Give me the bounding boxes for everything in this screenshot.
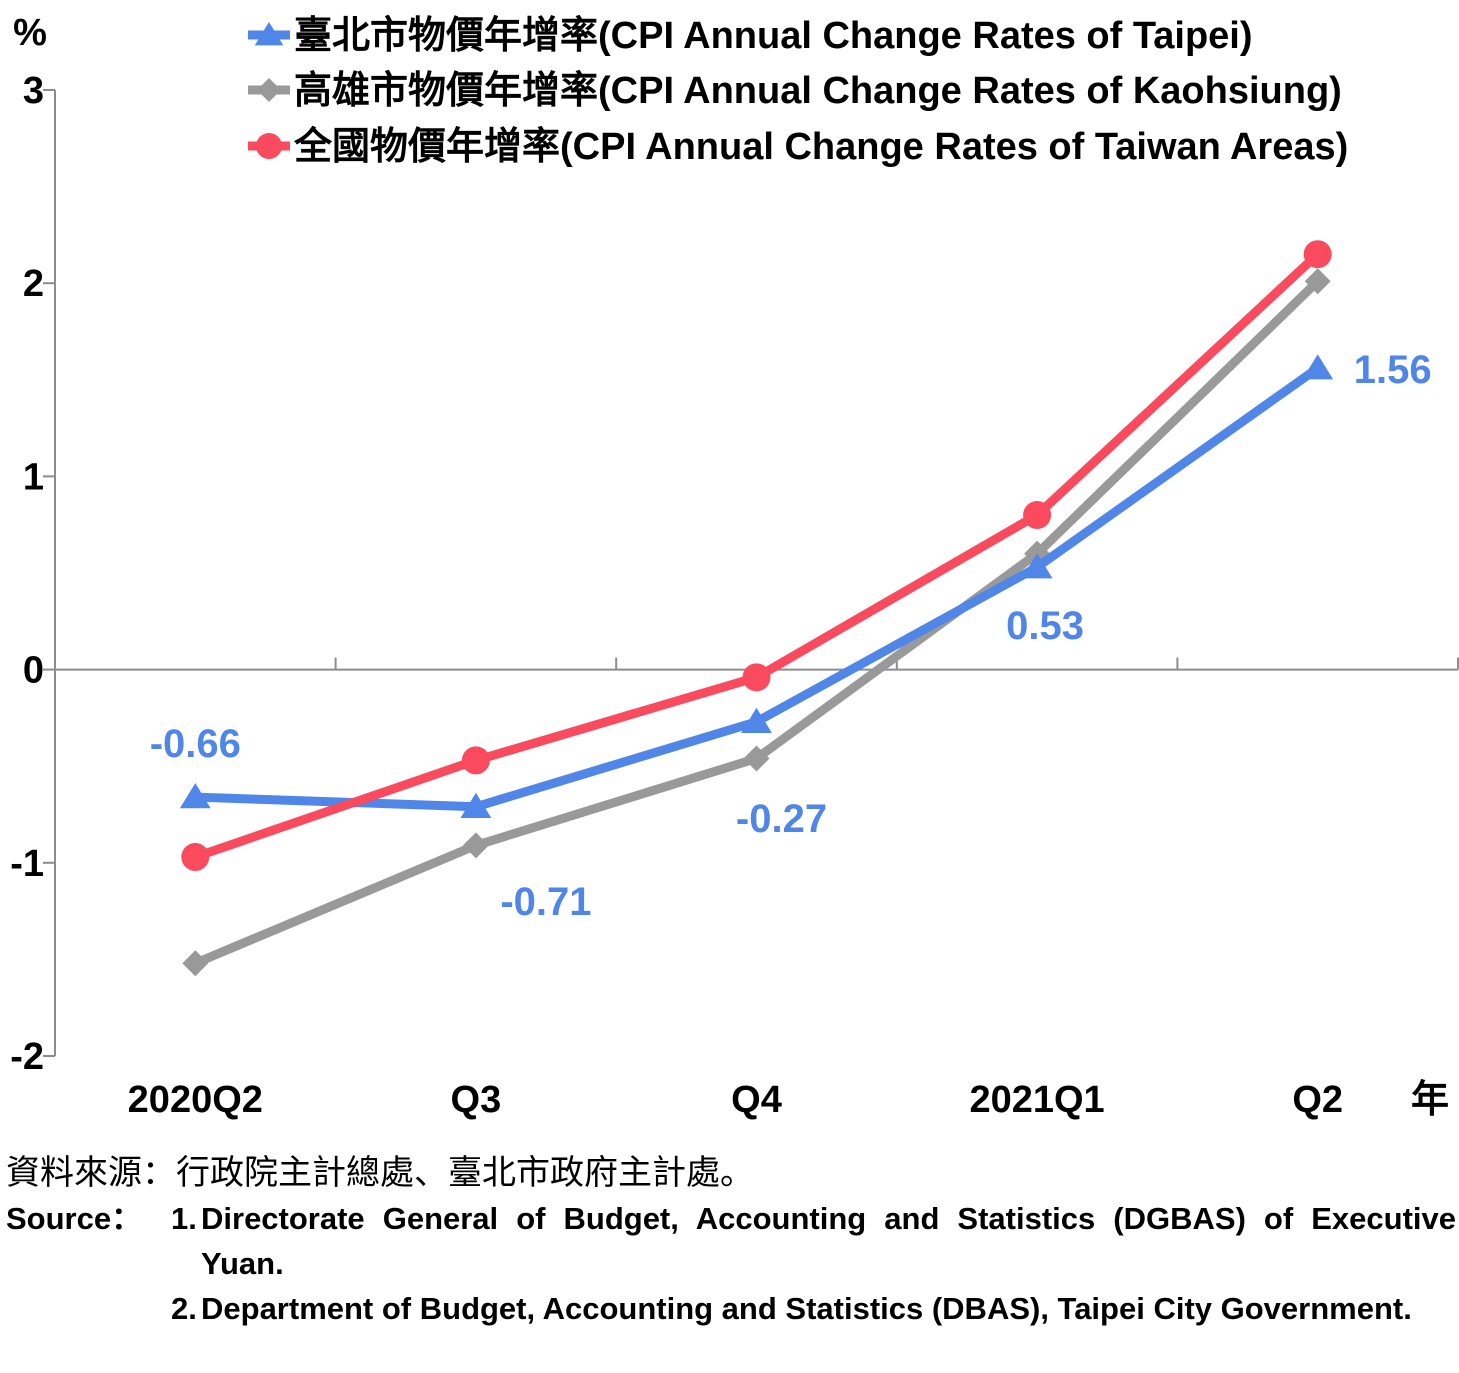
data-label: -0.27 xyxy=(736,797,827,841)
x-tick-label: Q3 xyxy=(451,1079,502,1121)
data-label: -0.66 xyxy=(150,722,241,766)
data-point xyxy=(462,832,489,859)
legend-item: 高雄市物價年增率(CPI Annual Change Rates of Kaoh… xyxy=(248,70,1342,112)
source-zh: 資料來源：行政院主計總處、臺北市政府主計處。 xyxy=(6,1154,754,1192)
series-line xyxy=(190,363,1323,812)
y-tick-label: -1 xyxy=(10,843,44,885)
series-layer: -0.66 -0.71 -0.27 0.53 1.56 xyxy=(150,240,1432,977)
data-point xyxy=(1023,501,1052,530)
legend: 臺北市物價年增率(CPI Annual Change Rates of Taip… xyxy=(248,15,1348,168)
source-note: 資料來源：行政院主計總處、臺北市政府主計處。 Source： 1. Direct… xyxy=(6,1150,1456,1331)
y-tick-label: 3 xyxy=(23,70,44,112)
legend-item: 臺北市物價年增率(CPI Annual Change Rates of Taip… xyxy=(248,15,1253,57)
source-en-label: Source： xyxy=(6,1201,143,1236)
legend-marker xyxy=(257,78,281,102)
source-item-text: Directorate General of Budget, Accountin… xyxy=(201,1201,1456,1281)
source-item: 2. Department of Budget, Accounting and … xyxy=(171,1286,1456,1331)
data-point xyxy=(741,707,772,733)
data-point xyxy=(742,663,771,692)
source-item-text: Department of Budget, Accounting and Sta… xyxy=(201,1291,1412,1326)
y-tick-label: 1 xyxy=(23,456,44,498)
legend-marker xyxy=(256,133,282,159)
x-tick-label: 2021Q1 xyxy=(969,1079,1104,1121)
source-item-number: 2. xyxy=(171,1291,197,1326)
legend-label: 高雄市物價年增率(CPI Annual Change Rates of Kaoh… xyxy=(294,70,1342,112)
y-tick-label: 0 xyxy=(23,650,44,692)
series-line xyxy=(190,276,1323,968)
data-label: 0.53 xyxy=(1006,604,1084,648)
legend-label: 臺北市物價年增率(CPI Annual Change Rates of Taip… xyxy=(294,15,1253,57)
series-diamond xyxy=(182,268,1331,977)
x-tick-label: 2020Q2 xyxy=(128,1079,263,1121)
x-axis-unit-label: 年 xyxy=(1411,1079,1449,1121)
source-list: 1. Directorate General of Budget, Accoun… xyxy=(171,1196,1456,1331)
data-label: 1.56 xyxy=(1354,348,1432,392)
data-point xyxy=(461,746,490,775)
data-point xyxy=(181,843,210,872)
y-axis-unit-label: % xyxy=(13,12,47,54)
legend-item: 全國物價年增率(CPI Annual Change Rates of Taiwa… xyxy=(248,125,1348,168)
data-point xyxy=(179,783,211,809)
x-tick-label: Q2 xyxy=(1292,1079,1343,1121)
data-point xyxy=(460,792,492,818)
y-tick-label: 2 xyxy=(23,263,44,305)
data-point xyxy=(1303,240,1332,269)
cpi-line-chart: % 年 -2 -1 0 1 2 3 2020Q2 Q3 Q4 2021Q1 Q2 -0.66 -0.7… xyxy=(10,12,1459,1121)
legend-label: 全國物價年增率(CPI Annual Change Rates of Taiwa… xyxy=(293,125,1348,168)
data-point xyxy=(1021,553,1053,579)
series-circle xyxy=(181,240,1332,872)
data-point xyxy=(1302,354,1334,380)
data-label: -0.71 xyxy=(500,880,591,924)
series-triangle xyxy=(179,354,1334,818)
data-point xyxy=(1304,268,1331,295)
y-tick-label: -2 xyxy=(10,1036,44,1078)
x-tick-label: Q4 xyxy=(731,1079,782,1121)
data-point xyxy=(743,745,770,772)
source-item: 1. Directorate General of Budget, Accoun… xyxy=(171,1196,1456,1286)
source-en: Source： 1. Directorate General of Budget… xyxy=(6,1196,1456,1331)
data-point xyxy=(182,950,209,977)
legend-marker xyxy=(254,22,284,46)
source-item-number: 1. xyxy=(171,1201,197,1236)
axes: -2 -1 0 1 2 3 2020Q2 Q3 Q4 2021Q1 Q2 xyxy=(10,70,1459,1121)
